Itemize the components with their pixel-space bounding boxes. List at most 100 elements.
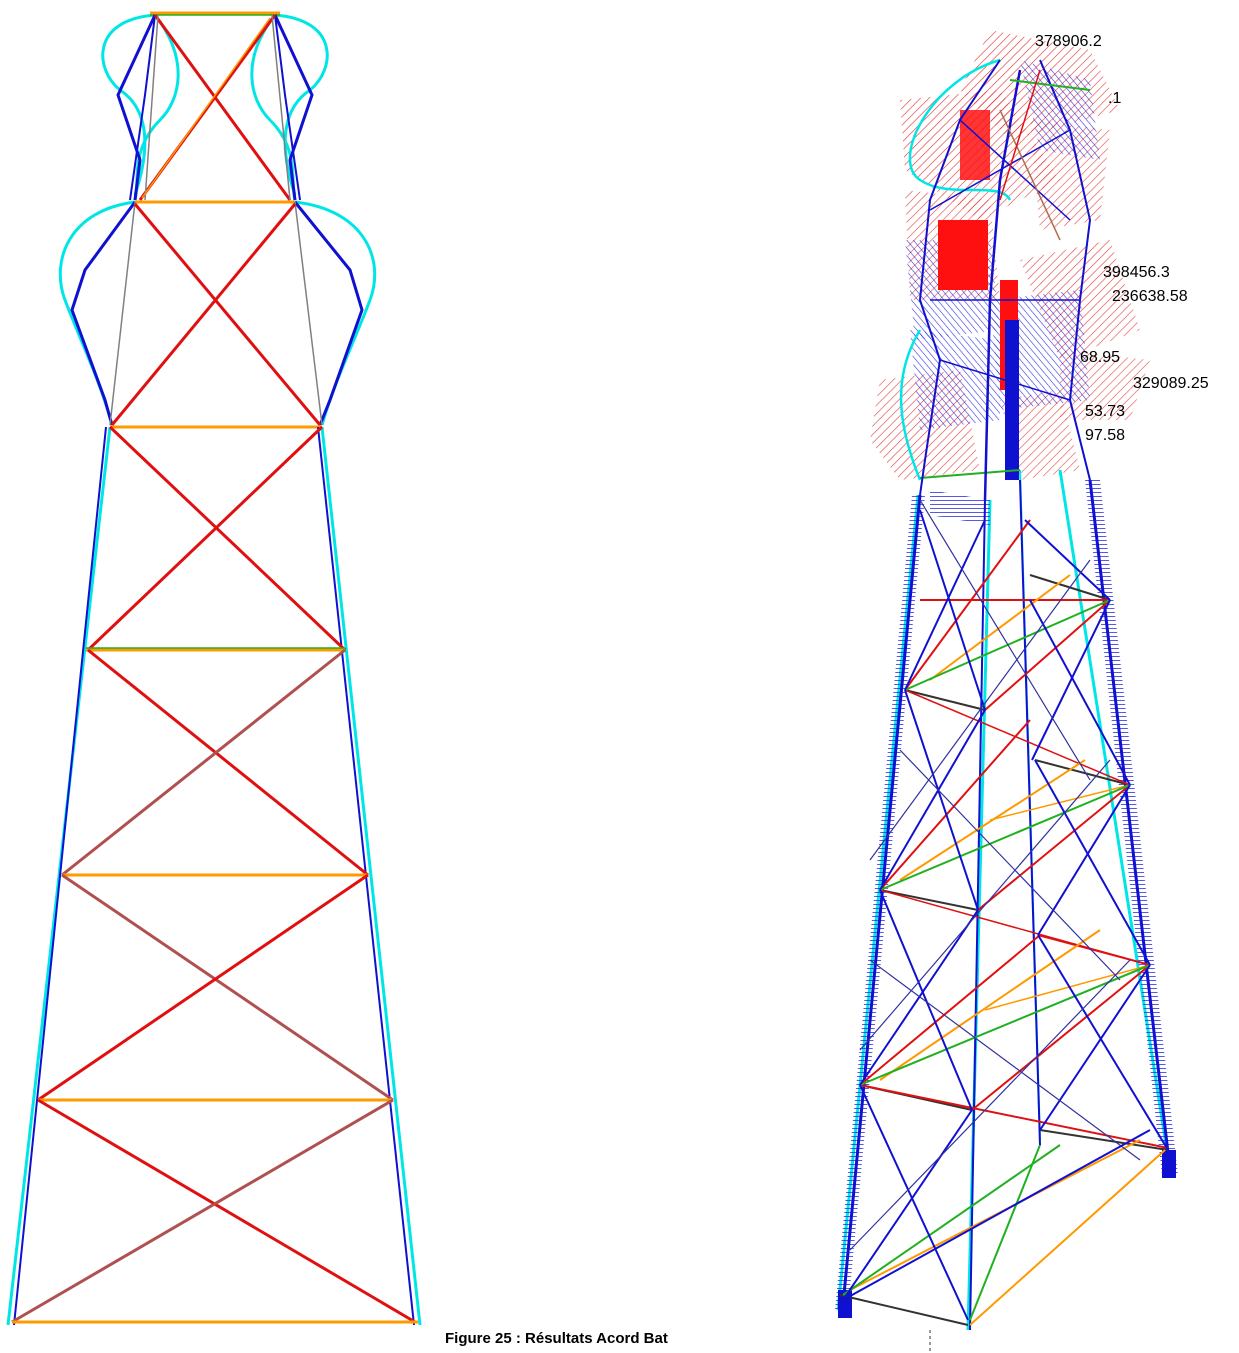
waist-diagonal	[110, 203, 297, 426]
panel-diagonal	[37, 1098, 416, 1324]
head-member-3d	[999, 69, 1041, 201]
force-value-label: 68.95	[1080, 349, 1120, 366]
panel-diagonal	[37, 873, 369, 1102]
bracing-diagonal	[1031, 599, 1111, 761]
bracing-diagonal	[859, 934, 1041, 1086]
bracing-diagonal	[1037, 784, 1131, 936]
bracing-diagonal	[842, 1129, 1151, 1301]
force-block-blue	[1005, 320, 1019, 480]
head-leg	[116, 14, 157, 201]
waist-leg-grey	[294, 201, 323, 426]
panel-diagonal	[108, 425, 347, 652]
head-member-3d	[1009, 79, 1091, 91]
panel-diagonal	[87, 648, 369, 877]
bracing-diagonal	[904, 689, 979, 911]
bracing-diagonal	[859, 909, 979, 1086]
waist-leg	[293, 201, 364, 426]
leg-3d	[841, 494, 922, 1306]
bracing-diagonal	[842, 1144, 1061, 1296]
bracing-diagonal	[984, 964, 1151, 1011]
bracing-diagonal	[879, 929, 1101, 1081]
force-value-label: 378906.2	[1035, 33, 1102, 50]
deformed-shape-curve	[899, 329, 922, 481]
bracing-diagonal	[859, 759, 1111, 1051]
main-leg-cyan	[320, 426, 422, 1326]
left-tower-body	[6, 425, 422, 1326]
bracing-diagonal	[842, 1109, 973, 1301]
head-leg	[129, 14, 156, 201]
force-diagram-region	[1000, 390, 1080, 480]
tower-lattice-3d	[839, 59, 1172, 1331]
bracing-diagonal	[859, 964, 1151, 1086]
horizontal-member	[1039, 1129, 1169, 1151]
leg-3d	[1088, 479, 1172, 1171]
left-tower-head	[101, 11, 329, 204]
bracing-diagonal	[899, 749, 1121, 981]
bracing-diagonal	[1024, 519, 1111, 601]
bracing-diagonal	[919, 499, 1091, 781]
force-value-label: 97.58	[1085, 427, 1125, 444]
head-member-3d	[959, 119, 1071, 221]
force-value-label: 329089.25	[1133, 375, 1209, 392]
head-leg	[273, 14, 314, 201]
force-block-red	[938, 220, 988, 290]
bracing-diagonal	[904, 689, 1131, 786]
bracing-diagonal	[929, 574, 1071, 681]
horizontal-member	[879, 889, 979, 911]
head-member-3d	[929, 129, 1071, 211]
force-diagram-region	[1020, 60, 1100, 160]
bracing-diagonal	[879, 719, 1031, 891]
bracing-diagonal	[869, 959, 1141, 1161]
panel-diagonal	[61, 873, 394, 1102]
head-member-3d	[983, 69, 1022, 501]
bracing-diagonal	[969, 1149, 1166, 1326]
waist-leg-grey	[109, 201, 136, 426]
panel-diagonal	[61, 648, 346, 877]
head-leg	[274, 14, 301, 201]
head-member-3d	[999, 109, 1061, 241]
left-tower-elevation	[6, 11, 422, 1326]
bracing-diagonal	[984, 599, 1111, 711]
bracing-diagonal	[919, 509, 986, 711]
bracing-diagonal	[849, 959, 1131, 1251]
bracing-diagonal	[879, 784, 1131, 891]
left-tower-waist	[58, 200, 377, 429]
head-member-3d	[939, 359, 1071, 401]
deformed-shape-curve	[908, 58, 1012, 201]
bracing-diagonal	[1039, 964, 1151, 1131]
bracing-diagonal	[989, 784, 1131, 821]
bracing-diagonal	[977, 784, 1131, 911]
horizontal-member	[1034, 759, 1131, 786]
horizontal-member	[839, 1294, 969, 1326]
leg-3d	[1019, 479, 1041, 1146]
bracing-diagonal	[869, 559, 1091, 861]
bracing-diagonal	[904, 519, 986, 691]
head-diagonal	[144, 14, 159, 201]
force-value-label: 398456.3	[1103, 264, 1170, 281]
force-value-label: 236638.58	[1112, 288, 1188, 305]
head-diagonal	[141, 17, 271, 199]
figure-caption: Figure 25 : Résultats Acord Bat	[445, 1330, 668, 1347]
panel-diagonal	[86, 425, 324, 652]
bracing-diagonal	[971, 964, 1151, 1111]
leg-3d	[969, 499, 986, 1331]
panel-diagonal	[11, 1098, 394, 1324]
bracing-diagonal	[969, 1144, 1041, 1321]
force-value-label: 53.73	[1085, 403, 1125, 420]
force-block-red	[960, 110, 990, 180]
head-diagonal	[153, 14, 292, 201]
leg-hatch	[930, 490, 990, 525]
force-value-label: .1	[1108, 90, 1121, 107]
head-diagonal	[271, 14, 291, 201]
bracing-diagonal	[879, 709, 986, 891]
horizontal-member	[904, 689, 986, 711]
bracing-diagonal	[1037, 934, 1169, 1151]
bracing-diagonal	[1034, 759, 1151, 966]
bracing-diagonal	[904, 519, 1031, 691]
bracing-diagonal	[879, 889, 1151, 966]
head-member-3d	[1039, 59, 1092, 481]
main-leg-blue	[13, 426, 107, 1326]
bracing-diagonal	[859, 1084, 969, 1321]
